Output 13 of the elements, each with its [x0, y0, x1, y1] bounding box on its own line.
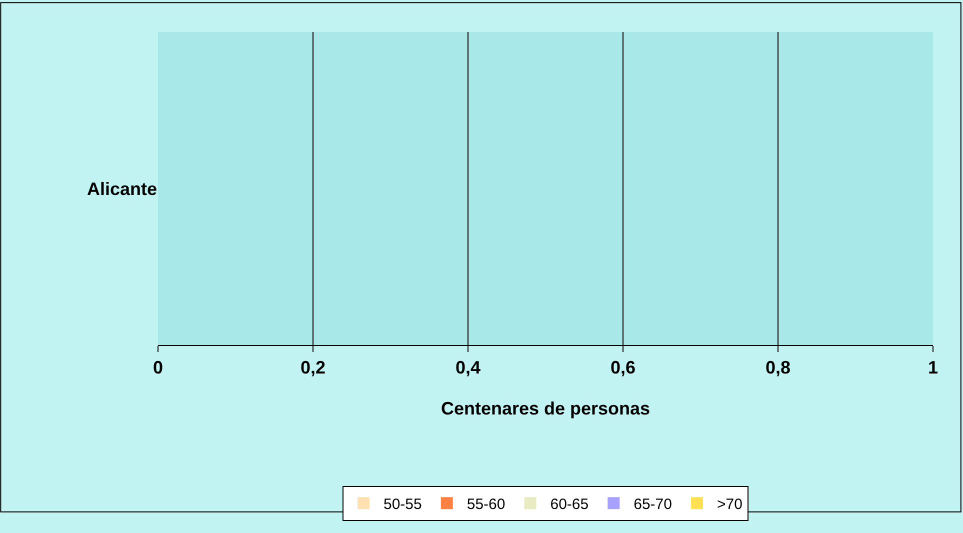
x-tick-label: 0,2: [300, 358, 326, 378]
legend-label: >70: [717, 496, 742, 513]
y-tick-label: Alicante: [86, 178, 157, 199]
x-tick-label: 0: [152, 358, 164, 378]
x-axis-title: Centenares de personas: [440, 398, 650, 419]
legend-label: 55-60: [466, 496, 506, 513]
x-tick-label: 1: [928, 358, 938, 378]
x-tick-label: 0,6: [610, 358, 636, 378]
x-tick-label: 0,8: [765, 358, 791, 378]
legend-label: 65-70: [634, 496, 672, 513]
x-tick-label: 0,4: [455, 358, 481, 378]
legend-label: 50-55: [384, 496, 422, 513]
legend-label: 60-65: [550, 496, 589, 513]
